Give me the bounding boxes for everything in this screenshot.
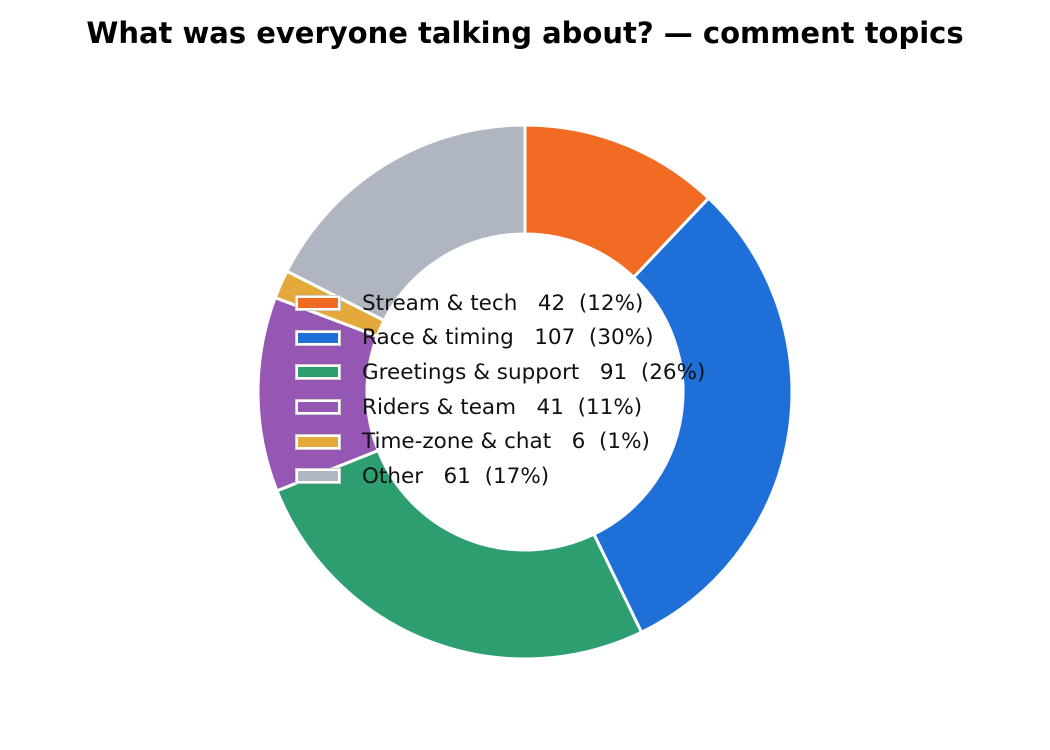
legend-swatch <box>295 364 341 381</box>
legend-item: Other 61 (17%) <box>295 459 705 494</box>
legend-label: Riders & team 41 (11%) <box>362 394 643 420</box>
slice-greetings-support <box>275 448 644 661</box>
legend-label: Other 61 (17%) <box>362 463 550 489</box>
legend-swatch <box>295 399 341 416</box>
legend-label: Time-zone & chat 6 (1%) <box>362 429 650 455</box>
legend-label: Stream & tech 42 (12%) <box>362 290 644 316</box>
legend-item: Stream & tech 42 (12%) <box>295 286 705 321</box>
legend-item: Race & timing 107 (30%) <box>295 321 705 356</box>
legend-swatch <box>295 468 341 485</box>
chart-title: What was everyone talking about? — comme… <box>86 16 964 50</box>
donut-slices <box>256 123 794 661</box>
legend: Stream & tech 42 (12%) Race & timing 107 … <box>295 286 706 494</box>
legend-item: Riders & team 41 (11%) <box>295 390 705 425</box>
legend-label: Greetings & support 91 (26%) <box>362 359 706 385</box>
slice-other <box>284 123 527 323</box>
slice-race-timing <box>591 196 794 635</box>
legend-swatch <box>295 329 341 346</box>
legend-swatch <box>295 433 341 450</box>
legend-item: Greetings & support 91 (26%) <box>295 355 706 390</box>
legend-label: Race & timing 107 (30%) <box>362 325 654 351</box>
legend-swatch <box>295 295 341 312</box>
legend-item: Time-zone & chat 6 (1%) <box>295 424 705 459</box>
